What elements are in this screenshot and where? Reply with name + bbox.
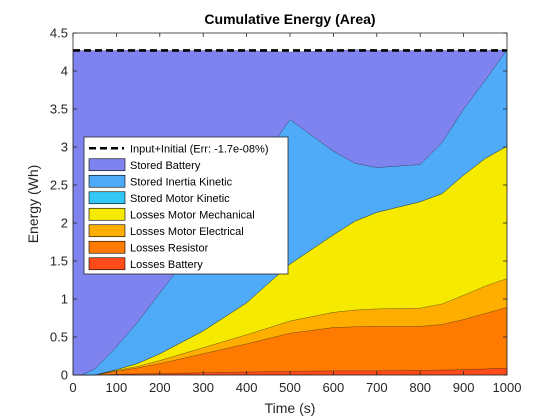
- x-tick-label: 600: [323, 380, 345, 395]
- y-tick-label: 0.5: [50, 330, 68, 345]
- x-tick-label: 300: [192, 380, 214, 395]
- y-tick-label: 4: [61, 64, 68, 79]
- y-axis-ticks: 0 0.5 1 1.5 2 2.5 3 3.5 4 4.5: [50, 26, 507, 383]
- legend-swatch: [88, 240, 126, 254]
- legend-swatch: [88, 207, 126, 221]
- legend-swatch: [88, 174, 126, 188]
- legend-label: Stored Motor Kinetic: [130, 193, 230, 205]
- area-stored-battery: [72, 49, 508, 376]
- y-tick-label: 4.5: [50, 26, 68, 41]
- y-tick-label: 2: [61, 216, 68, 231]
- y-tick-label: 2.5: [50, 178, 68, 193]
- legend-label: Input+Initial (Err: -1.7e-08%): [130, 143, 268, 155]
- x-tick-label: 100: [106, 380, 128, 395]
- legend-label: Losses Motor Mechanical: [130, 209, 255, 221]
- y-tick-label: 3.5: [50, 102, 68, 117]
- x-axis-label: Time (s): [265, 400, 316, 416]
- x-axis-ticks: 0 100 200 300 400 500 600 700 800 900 1000: [69, 33, 521, 395]
- legend-swatch: [88, 257, 126, 271]
- legend-label: Losses Resistor: [130, 242, 209, 254]
- x-tick-label: 500: [279, 380, 301, 395]
- legend-label: Losses Battery: [130, 259, 203, 271]
- legend-label: Losses Motor Electrical: [130, 226, 244, 238]
- legend-swatch: [88, 224, 126, 238]
- y-tick-label: 3: [61, 140, 68, 155]
- y-tick-label: 1.5: [50, 254, 68, 269]
- x-tick-label: 700: [366, 380, 388, 395]
- legend-label: Stored Battery: [130, 160, 201, 172]
- x-tick-label: 1000: [493, 380, 522, 395]
- x-tick-label: 800: [409, 380, 431, 395]
- legend-swatch: [88, 158, 126, 172]
- x-tick-label: 200: [149, 380, 171, 395]
- y-tick-label: 1: [61, 292, 68, 307]
- y-axis-label: Energy (Wh): [25, 165, 41, 244]
- chart-title: Cumulative Energy (Area): [204, 11, 375, 27]
- legend-swatch: [88, 191, 126, 205]
- legend-label: Stored Inertia Kinetic: [130, 176, 233, 188]
- x-tick-label: 0: [69, 380, 76, 395]
- y-tick-label: 0: [61, 368, 68, 383]
- legend: Input+Initial (Err: -1.7e-08%) Stored Bat…: [83, 136, 289, 275]
- x-tick-label: 400: [236, 380, 258, 395]
- x-tick-label: 900: [453, 380, 475, 395]
